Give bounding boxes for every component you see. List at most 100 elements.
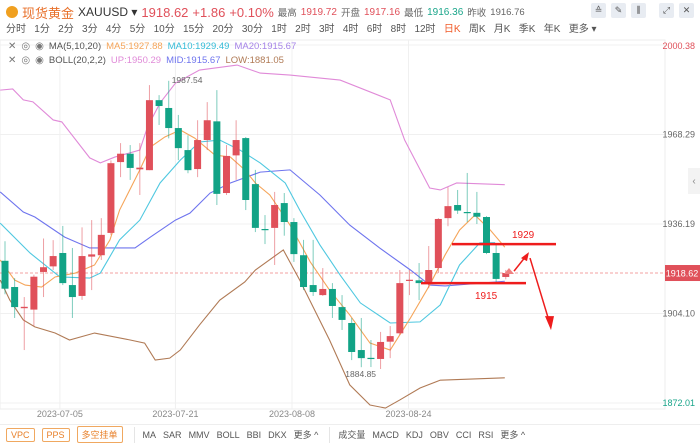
candle-body bbox=[367, 357, 375, 360]
tab-period[interactable]: 月K bbox=[493, 23, 511, 35]
candle-body bbox=[68, 285, 76, 298]
x-tick-label: 2023-07-05 bbox=[36, 409, 83, 419]
main-indicator-button[interactable]: MMV bbox=[188, 429, 210, 440]
visibility-icon[interactable]: ◉ bbox=[35, 41, 44, 52]
overlay-button[interactable]: PPS bbox=[41, 427, 70, 442]
tab-period[interactable]: 4时 bbox=[342, 23, 359, 35]
sub-indicator-button[interactable]: CCI bbox=[455, 429, 472, 440]
high-value: 1919.72 bbox=[300, 6, 337, 18]
candle-body bbox=[251, 184, 259, 228]
sub-indicator-button[interactable]: 更多 ^ bbox=[500, 430, 526, 440]
candle-body bbox=[454, 205, 462, 211]
quote-header: 现货黄金 XAUUSD ▾ 1918.62 +1.86 +0.10% 最高 191… bbox=[6, 3, 525, 21]
symbol-selector[interactable]: XAUUSD ▾ bbox=[78, 5, 137, 19]
candle-body bbox=[59, 252, 67, 284]
tab-period[interactable]: 15分 bbox=[183, 23, 205, 35]
candle-body bbox=[386, 336, 394, 342]
tab-period[interactable]: 日K bbox=[443, 23, 461, 35]
tab-period[interactable]: 3分 bbox=[82, 23, 98, 35]
boll_low-line bbox=[0, 249, 505, 409]
symbol: XAUUSD bbox=[78, 5, 129, 19]
close-icon[interactable]: ✕ bbox=[679, 3, 694, 18]
settings-icon[interactable]: ◎ bbox=[21, 41, 31, 52]
candlestick-chart[interactable]: 2000.38 1968.29 1936.19 1904.10 1872.01 1918.… bbox=[0, 38, 700, 410]
sub-indicator-button[interactable]: MACD bbox=[372, 429, 399, 440]
candle-body bbox=[463, 211, 471, 214]
sub-indicator-button[interactable]: OBV bbox=[429, 429, 449, 440]
tab-period[interactable]: 更多 ▾ bbox=[568, 23, 597, 35]
candle-body bbox=[357, 350, 365, 359]
tab-period[interactable]: 12时 bbox=[414, 23, 436, 35]
candle-body bbox=[300, 255, 308, 288]
tab-period[interactable]: 4分 bbox=[105, 23, 122, 35]
sub-indicator-button[interactable]: RSI bbox=[478, 429, 494, 440]
candle-body bbox=[377, 341, 385, 359]
candle-type-icon[interactable]: ⫼ bbox=[631, 3, 646, 18]
tab-period[interactable]: 分时 bbox=[6, 23, 26, 35]
candle-body bbox=[328, 288, 336, 306]
up-arrowhead-icon bbox=[521, 252, 529, 262]
draw-pen-icon[interactable]: ✎ bbox=[611, 3, 626, 18]
current-price-tag bbox=[665, 265, 700, 282]
tab-period[interactable]: 10分 bbox=[153, 23, 175, 35]
main-indicator-button[interactable]: DKX bbox=[268, 429, 287, 440]
boll_up-line bbox=[0, 64, 505, 191]
candle-body bbox=[261, 229, 269, 231]
x-tick-label: 2023-07-21 bbox=[152, 409, 199, 419]
main-indicator-button[interactable]: 更多 ^ bbox=[293, 430, 319, 440]
candle-body bbox=[126, 153, 134, 168]
indicator-settings-icon[interactable]: ≙ bbox=[591, 3, 606, 18]
overlay-button[interactable]: 多空挂单 bbox=[76, 426, 123, 443]
ma10-value: MA10:1929.49 bbox=[167, 41, 230, 52]
divider bbox=[329, 426, 331, 443]
candle-body bbox=[425, 270, 433, 282]
support-label: 1915 bbox=[475, 291, 498, 302]
tab-period[interactable]: 2分 bbox=[58, 23, 74, 35]
tab-period[interactable]: 20分 bbox=[212, 23, 234, 35]
boll-low-value: LOW:1881.05 bbox=[225, 55, 284, 66]
sub-indicator-button[interactable]: KDJ bbox=[405, 429, 423, 440]
candle-body bbox=[1, 260, 9, 289]
change: +1.86 bbox=[192, 4, 226, 20]
main-indicator-button[interactable]: BOLL bbox=[216, 429, 240, 440]
tab-period[interactable]: 季K bbox=[518, 23, 536, 35]
y-tick-label: 2000.38 bbox=[662, 41, 695, 51]
y-tick-label: 1968.29 bbox=[662, 129, 695, 139]
candle-body bbox=[155, 100, 163, 107]
tab-period[interactable]: 30分 bbox=[241, 23, 263, 35]
tab-period[interactable]: 5分 bbox=[129, 23, 146, 35]
boll-name: BOLL(20,2,2) bbox=[48, 55, 106, 66]
boll-legend: ✕ ◎ ◉ BOLL(20,2,2) UP:1950.29 MID:1915.67 … bbox=[8, 55, 284, 66]
candle-body bbox=[434, 218, 442, 269]
current-price-label: 1918.62 bbox=[666, 269, 699, 279]
boll-up-value: UP:1950.29 bbox=[110, 55, 162, 66]
tab-period[interactable]: 年K bbox=[543, 23, 561, 35]
x-tick-label: 2023-08-24 bbox=[385, 409, 432, 419]
settings-icon[interactable]: ◎ bbox=[21, 55, 31, 66]
tab-period[interactable]: 2时 bbox=[295, 23, 311, 35]
overlay-button[interactable]: VPC bbox=[6, 427, 35, 442]
candle-body bbox=[444, 206, 452, 219]
main-indicator-button[interactable]: BBI bbox=[246, 429, 262, 440]
tab-period[interactable]: 3时 bbox=[319, 23, 335, 35]
scroll-left-button[interactable]: ‹ bbox=[688, 168, 700, 194]
tab-period[interactable]: 6时 bbox=[366, 23, 383, 35]
main-indicator-button[interactable]: MA bbox=[142, 429, 157, 440]
tab-period[interactable]: 1分 bbox=[34, 23, 50, 35]
main-indicator-button[interactable]: SAR bbox=[163, 429, 182, 440]
candle-body bbox=[232, 140, 240, 156]
fullscreen-icon[interactable]: ⤢ bbox=[659, 3, 674, 18]
sub-indicator-button[interactable]: 成交量 bbox=[338, 430, 366, 440]
tab-period[interactable]: 1时 bbox=[271, 23, 287, 35]
instrument-name: 现货黄金 bbox=[22, 5, 75, 21]
indicator-bar: VPC PPS 多空挂单 MA SAR MMV BOLL BBI DKX 更多 ^ 成交量 MACD K… bbox=[0, 424, 700, 444]
close-icon[interactable]: ✕ bbox=[8, 41, 17, 52]
close-icon[interactable]: ✕ bbox=[8, 55, 17, 66]
candle-body bbox=[271, 205, 279, 228]
candle-body bbox=[165, 107, 173, 129]
tab-period[interactable]: 8时 bbox=[390, 23, 407, 35]
low-value: 1916.36 bbox=[427, 6, 464, 18]
tab-period[interactable]: 周K bbox=[468, 23, 486, 35]
visibility-icon[interactable]: ◉ bbox=[35, 55, 44, 66]
prev-close-value: 1916.76 bbox=[490, 6, 525, 18]
